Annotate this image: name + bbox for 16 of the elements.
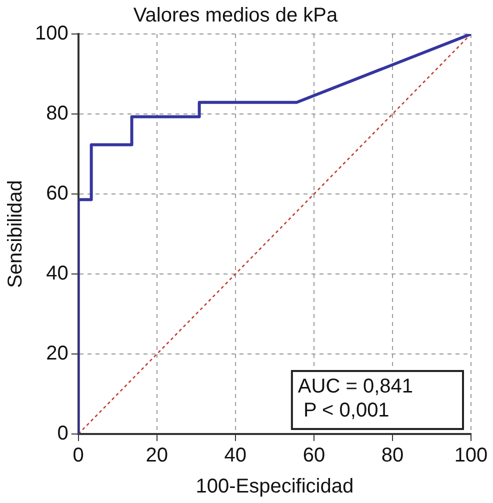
y-tick-label: 60 — [46, 182, 68, 205]
x-tick-label: 20 — [146, 444, 168, 467]
y-tick-label: 0 — [57, 422, 68, 445]
x-tick-label: 0 — [72, 444, 84, 467]
x-tick-label: 100 — [454, 444, 488, 467]
x-axis-title: 100-Especificidad — [196, 476, 354, 498]
y-tick-label: 40 — [46, 262, 68, 285]
y-axis-title: Sensibilidad — [4, 180, 27, 288]
y-tick-label: 80 — [46, 102, 68, 125]
y-tick-label: 100 — [34, 22, 68, 45]
chart-title: Valores medios de kPa — [133, 4, 338, 27]
annotation: AUC = 0,841 P < 0,001 — [298, 376, 414, 422]
x-tick-label: 40 — [224, 444, 247, 467]
x-tick-label: 80 — [381, 444, 404, 467]
x-tick-label: 60 — [302, 444, 326, 467]
y-tick-label: 20 — [46, 342, 68, 365]
